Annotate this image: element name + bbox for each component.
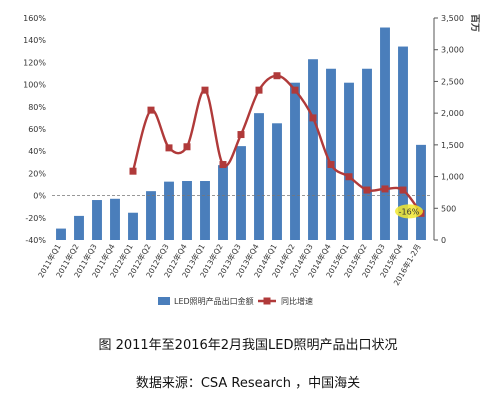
chart: -40% -20% 0% 20% 40% 60% 80% 100% 120% 140% 160% 0… (23, 14, 480, 306)
line-point (147, 106, 155, 114)
line-point (183, 143, 191, 151)
line-point (363, 186, 371, 194)
right-tick-label: 500 (441, 204, 456, 213)
left-tick-label: 20% (28, 169, 46, 178)
left-tick-label: 60% (28, 125, 46, 134)
bar (92, 200, 102, 240)
left-tick-label: 160% (23, 14, 46, 23)
line-point (291, 86, 299, 94)
bar (74, 215, 84, 240)
line-point (129, 167, 137, 175)
figure-caption: 图 2011年至2016年2月我国LED照明产品出口状况 (98, 338, 398, 353)
right-tick-label: 0 (441, 236, 446, 245)
bar (182, 181, 192, 240)
right-tick-label: 2,000 (441, 109, 464, 118)
left-tick-label: -20% (25, 214, 46, 223)
bar (290, 82, 300, 240)
bar (326, 68, 336, 240)
line-point (219, 161, 227, 169)
bar (236, 146, 246, 240)
bar (164, 181, 174, 240)
bar (272, 123, 282, 240)
bar (254, 113, 264, 240)
x-axis-labels: 2011年Q12011年Q22011年Q32011年Q42012年Q12012年… (35, 242, 422, 287)
bar (146, 191, 156, 240)
bar-series (56, 27, 426, 241)
left-tick-label: -40% (25, 236, 46, 245)
right-tick-label: 3,000 (441, 46, 464, 55)
bar (56, 228, 66, 240)
left-tick-label: 0% (33, 192, 46, 201)
left-tick-label: 80% (28, 103, 46, 112)
left-tick-label: 40% (28, 147, 46, 156)
bar (128, 212, 138, 240)
bar (362, 68, 372, 240)
line-point (237, 131, 245, 139)
line-point (399, 186, 407, 194)
annotation: -16% (395, 204, 423, 219)
bar (218, 165, 228, 240)
line-point (165, 144, 173, 152)
right-tick-label: 1,000 (441, 173, 464, 182)
bar (110, 198, 120, 240)
data-source: 数据来源：CSA Research ，中国海关 (135, 376, 361, 391)
annotation-highlight (395, 204, 423, 219)
line-point (381, 185, 389, 193)
left-tick-label: 120% (23, 58, 46, 67)
bar (416, 144, 426, 240)
legend-swatch-marker (263, 297, 271, 305)
left-tick-label: 100% (23, 81, 46, 90)
line-point (201, 86, 209, 94)
right-axis: 0 500 1,000 1,500 2,000 2,500 3,000 3,500 (433, 14, 464, 245)
bar (200, 181, 210, 240)
right-axis-label: 百万 (469, 14, 480, 32)
line-point (255, 86, 263, 94)
legend-label-bar: LED照明产品出口金额 (174, 296, 254, 306)
left-axis: -40% -20% 0% 20% 40% 60% 80% 100% 120% 140% 160% (23, 14, 46, 245)
legend-swatch-bar (158, 297, 170, 305)
line-point (273, 72, 281, 80)
line-point (327, 161, 335, 169)
right-tick-label: 1,500 (441, 141, 464, 150)
line-point (309, 114, 317, 122)
bar (398, 46, 408, 240)
right-tick-label: 2,500 (441, 77, 464, 86)
bar (308, 59, 318, 240)
bar (344, 82, 354, 240)
annotation-label: -16% (399, 207, 420, 216)
bar (380, 27, 390, 241)
line-point (345, 173, 353, 181)
left-tick-label: 140% (23, 36, 46, 45)
legend: LED照明产品出口金额 同比增速 (158, 296, 313, 306)
right-tick-label: 3,500 (441, 14, 464, 23)
legend-label-line: 同比增速 (281, 296, 313, 306)
